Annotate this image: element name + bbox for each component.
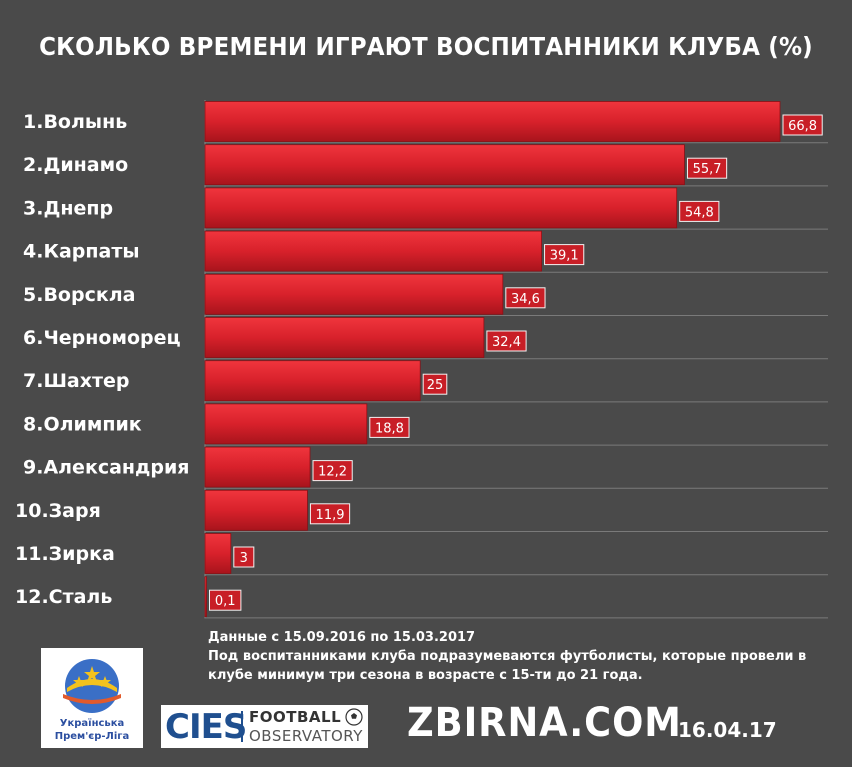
category-label: 8.Олимпик [23, 413, 142, 435]
category-label: 11.Зирка [15, 543, 115, 565]
value-label-box [679, 200, 720, 222]
bar [204, 403, 368, 445]
cies-logo: CIES FOOTBALL OBSERVATORY [161, 705, 368, 748]
cies-divider [241, 711, 243, 742]
value-label: 3 [240, 551, 248, 566]
value-label: 34,6 [511, 292, 540, 307]
value-label: 18,8 [375, 421, 404, 436]
value-label: 0,1 [215, 594, 236, 609]
football-icon [345, 708, 363, 726]
bar [204, 533, 232, 574]
value-label-box [782, 114, 823, 136]
note-period: Данные с 15.09.2016 по 15.03.2017 [208, 630, 476, 645]
value-label: 66,8 [788, 119, 817, 134]
upl-label-1: Українська [59, 718, 125, 729]
value-label-box [544, 244, 585, 266]
value-label-box [486, 330, 527, 352]
football-label: FOOTBALL [249, 708, 342, 726]
value-label-box [422, 373, 448, 395]
note-definition-2: клубе минимум три сезона в возрасте с 15… [208, 668, 643, 683]
bar [204, 187, 678, 229]
observatory-label: OBSERVATORY [249, 727, 363, 745]
data-notes: Данные с 15.09.2016 по 15.03.2017 Под во… [208, 628, 807, 685]
value-label-box [686, 157, 728, 179]
value-label: 12,2 [318, 465, 347, 480]
value-label-box [233, 546, 255, 568]
category-label: 5.Ворскла [23, 284, 135, 306]
site-logo: ZBIRNA.COM [407, 700, 682, 746]
bar [204, 101, 781, 142]
value-label-box [312, 460, 353, 482]
value-label: 55,7 [693, 162, 722, 177]
bar [204, 273, 504, 315]
value-label-box [209, 589, 242, 611]
category-label: 10.Заря [15, 500, 101, 522]
category-label: 7.Шахтер [23, 370, 130, 392]
upl-logo: Українська Прем'єр-Ліга [41, 648, 143, 748]
bar [204, 317, 485, 358]
note-definition-1: Под воспитанниками клуба подразумеваются… [208, 649, 807, 664]
value-label: 39,1 [550, 249, 579, 264]
value-label: 32,4 [492, 335, 521, 350]
category-label: 9.Александрия [23, 457, 190, 479]
category-label: 4.Карпаты [23, 241, 140, 263]
publish-date: 16.04.17 [678, 718, 777, 742]
bar [204, 230, 542, 272]
bar [204, 489, 308, 531]
category-label: 1.Волынь [23, 111, 127, 133]
category-label: 2.Динамо [23, 154, 128, 176]
bar [204, 360, 421, 402]
category-label: 12.Сталь [15, 586, 112, 608]
value-label: 25 [427, 378, 444, 393]
bar [204, 144, 685, 186]
value-label-box [309, 503, 351, 525]
value-label: 11,9 [316, 508, 345, 523]
bar [204, 576, 207, 618]
category-label: 3.Днепр [23, 197, 113, 219]
bar-chart: 66,8 1.Волынь 55,7 2.Динамо 54,8 3.Днепр 39,1 4… [15, 100, 828, 619]
cies-wordmark: CIES [165, 707, 247, 747]
upl-emblem-icon [63, 659, 121, 713]
bar [204, 446, 311, 488]
value-label: 54,8 [685, 205, 714, 220]
upl-label-2: Прем'єр-Ліга [54, 731, 130, 742]
chart-title: СКОЛЬКО ВРЕМЕНИ ИГРАЮТ ВОСПИТАННИКИ КЛУБ… [39, 32, 813, 61]
value-label-box [505, 287, 546, 309]
category-label: 6.Черноморец [23, 327, 181, 349]
value-label-box [369, 416, 410, 438]
